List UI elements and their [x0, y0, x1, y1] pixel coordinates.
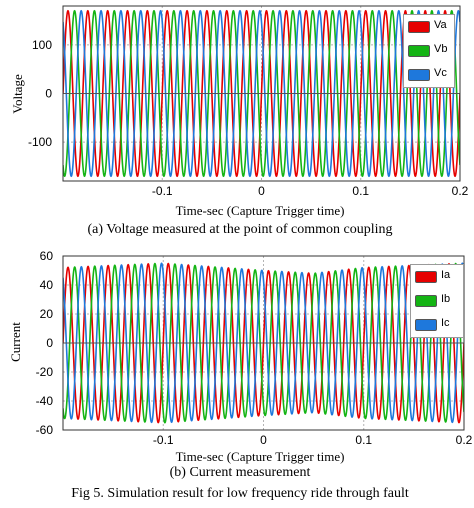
- current-chart: -0.1 0 0.1 0.2 60 40 20 0 -20 -40 -60: [36, 249, 473, 447]
- voltage-x-axis-label: Time-sec (Capture Trigger time): [175, 203, 345, 218]
- voltage-legend-item-vb: Vb: [404, 39, 454, 63]
- voltage-y-tick-label-2: -100: [28, 135, 52, 149]
- current-y-tick-label-3: 0: [46, 336, 53, 350]
- figure-caption: Fig 5. Simulation result for low frequen…: [71, 486, 409, 501]
- current-x-axis-label: Time-sec (Capture Trigger time): [175, 449, 345, 464]
- current-y-axis-label: Current: [8, 322, 23, 362]
- current-plot-frame: [62, 255, 465, 431]
- current-legend-label-ia: Ia: [441, 269, 451, 281]
- voltage-chart: -0.1 0 0.1 0.2 100 0 -100: [28, 5, 469, 198]
- voltage-plot-frame: [62, 5, 461, 182]
- voltage-y-tick-label-1: 0: [45, 87, 52, 101]
- voltage-caption: (a) Voltage measured at the point of com…: [87, 222, 393, 237]
- current-panel: -0.1 0 0.1 0.2 60 40 20 0 -20 -40 -60 Current Time…: [0, 245, 474, 485]
- voltage-legend-label-vb: Vb: [434, 43, 448, 55]
- current-y-tick-label-4: -20: [36, 365, 54, 379]
- voltage-y-axis-label: Voltage: [10, 74, 25, 114]
- voltage-legend-swatch-va: [408, 21, 430, 33]
- current-legend-item-ic: Ic: [411, 313, 463, 337]
- voltage-legend-swatch-vb: [408, 45, 430, 57]
- current-legend-swatch-ia: [415, 271, 437, 283]
- voltage-legend-label-va: Va: [434, 19, 447, 31]
- current-caption: (b) Current measurement: [169, 465, 311, 480]
- current-legend-label-ic: Ic: [441, 317, 450, 329]
- current-y-tick-label-0: 60: [40, 249, 54, 263]
- current-legend: Ia Ib Ic: [410, 264, 464, 338]
- current-x-tick-label-3: 0.2: [456, 433, 473, 447]
- current-legend-label-ib: Ib: [441, 293, 451, 305]
- current-x-tick-label-2: 0.1: [355, 433, 372, 447]
- current-legend-swatch-ic: [415, 319, 437, 331]
- voltage-legend-swatch-vc: [408, 69, 430, 81]
- current-legend-item-ib: Ib: [411, 289, 463, 313]
- current-x-tick-label-1: 0: [260, 433, 267, 447]
- voltage-x-tick-label-0: -0.1: [152, 184, 173, 198]
- current-legend-swatch-ib: [415, 295, 437, 307]
- current-y-tick-label-1: 40: [40, 278, 54, 292]
- voltage-legend-item-va: Va: [404, 15, 454, 39]
- current-legend-item-ia: Ia: [411, 265, 463, 289]
- voltage-x-tick-label-2: 0.1: [352, 184, 369, 198]
- voltage-legend-item-vc: Vc: [404, 63, 454, 87]
- voltage-x-tick-label-3: 0.2: [452, 184, 469, 198]
- voltage-x-tick-label-1: 0: [258, 184, 265, 198]
- current-y-tick-label-6: -60: [36, 423, 54, 437]
- voltage-legend-label-vc: Vc: [434, 67, 447, 79]
- voltage-panel: -0.1 0 0.1 0.2 100 0 -100 Voltage Time-sec (Ca…: [0, 0, 474, 245]
- voltage-legend: Va Vb Vc: [403, 14, 455, 88]
- current-y-tick-label-2: 20: [40, 307, 54, 321]
- current-y-tick-label-5: -40: [36, 394, 54, 408]
- voltage-y-tick-label-0: 100: [32, 38, 52, 52]
- current-x-tick-label-0: -0.1: [153, 433, 174, 447]
